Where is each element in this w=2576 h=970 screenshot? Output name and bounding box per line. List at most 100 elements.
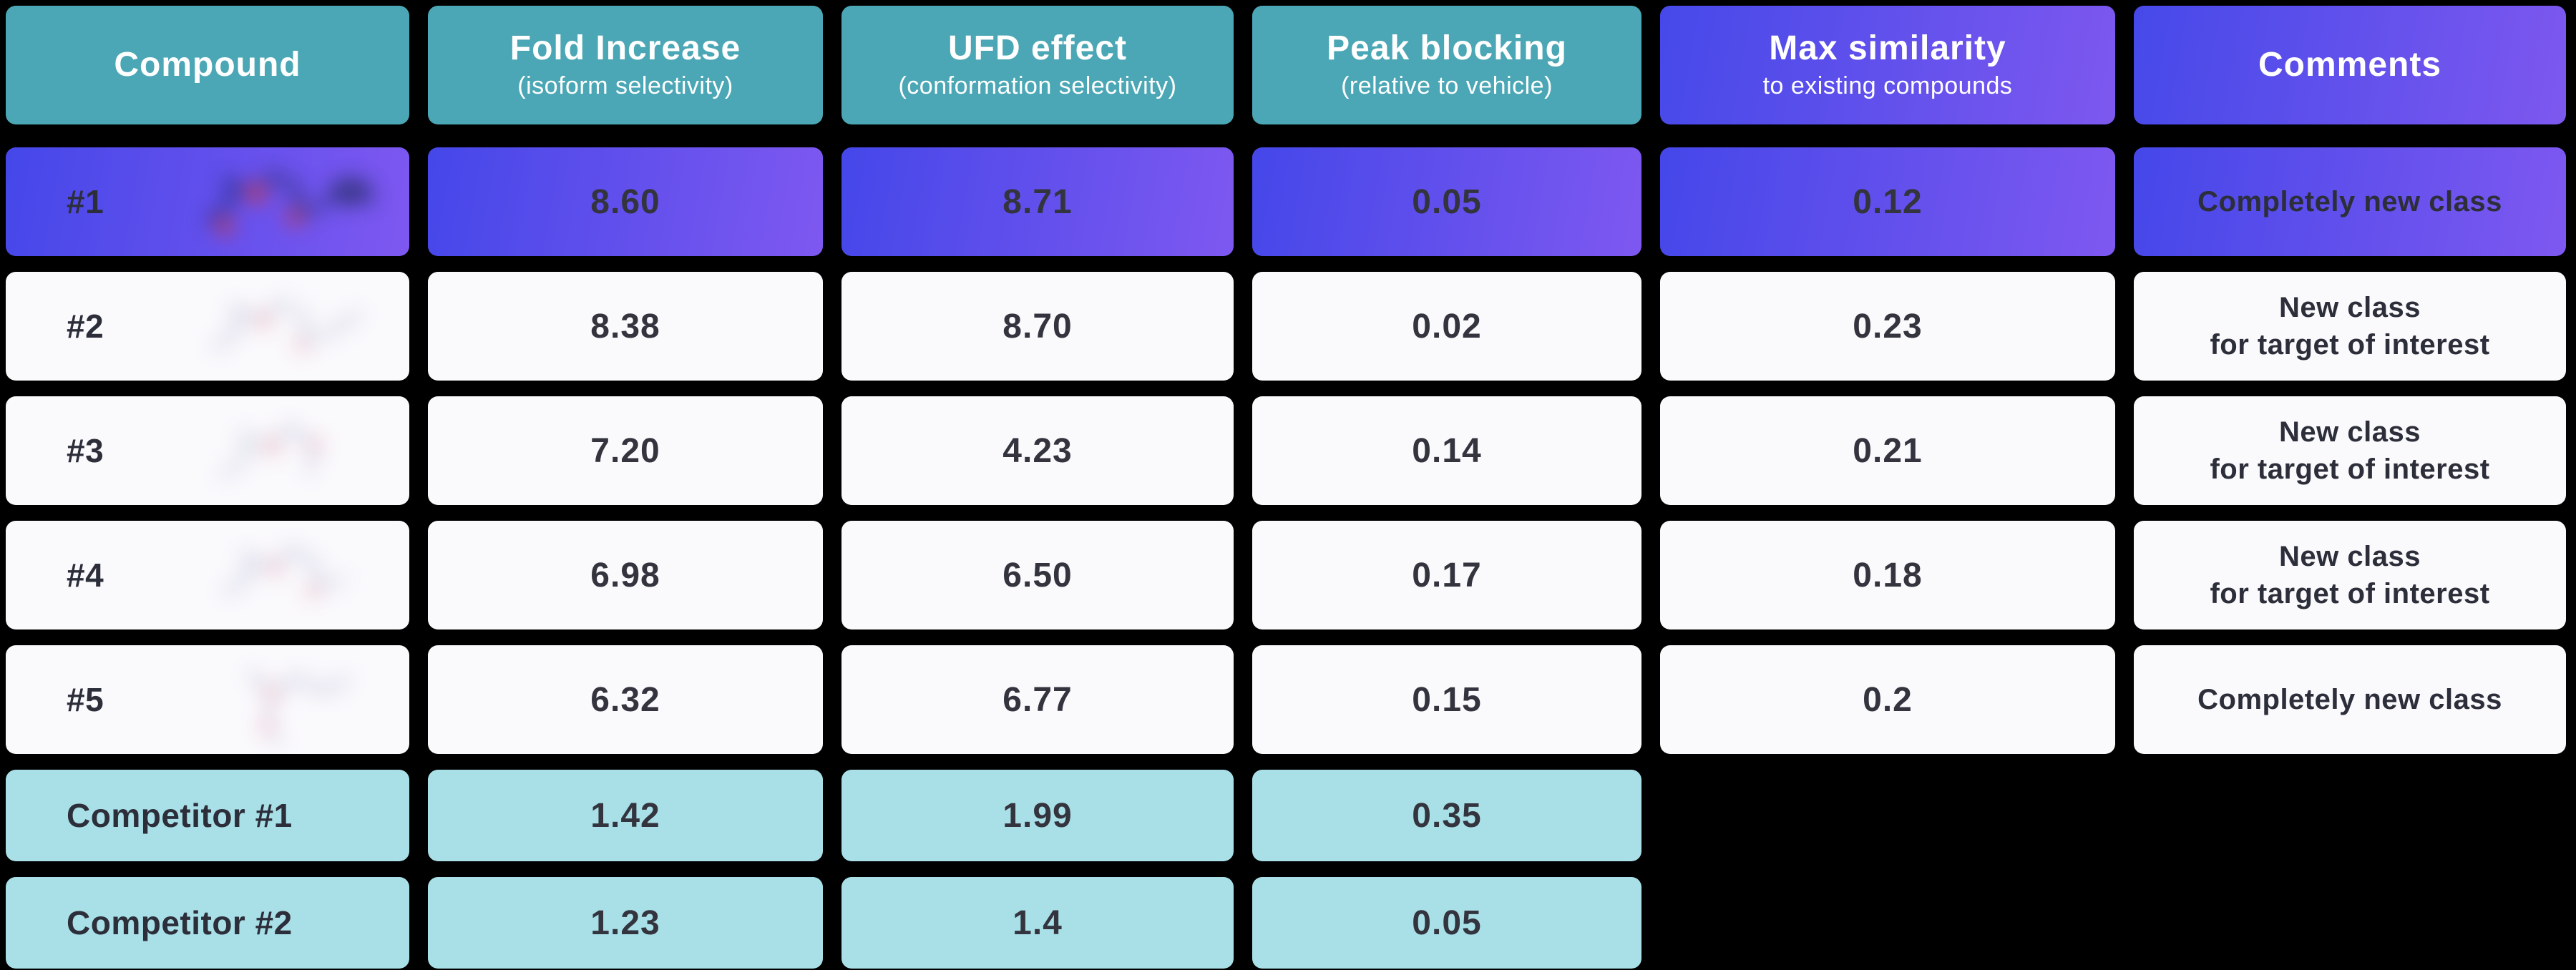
- comment: Completely new class: [2197, 186, 2502, 217]
- column-header-comments: Comments: [2134, 6, 2566, 124]
- cell-max-similarity-1: 0.12: [1660, 147, 2115, 256]
- table-row: #1 8.60 8.71 0.05 0.12 Completely new cl…: [6, 147, 2576, 256]
- column-header-compound: Compound: [6, 6, 409, 124]
- cell-fold-increase-3: 7.20: [428, 396, 823, 505]
- cell-comments-3: New class for target of interest: [2134, 396, 2566, 505]
- cell-fold-increase-4: 6.98: [428, 521, 823, 629]
- cell-comments-4: New class for target of interest: [2134, 521, 2566, 629]
- value: 0.2: [1863, 680, 1913, 719]
- column-subtitle: to existing compounds: [1762, 72, 2013, 99]
- value: 0.05: [1412, 903, 1482, 942]
- cell-max-similarity-4: 0.18: [1660, 521, 2115, 629]
- column-header-peak-blocking: Peak blocking (relative to vehicle): [1252, 6, 1641, 124]
- value: 0.02: [1412, 307, 1482, 346]
- column-subtitle: (relative to vehicle): [1341, 72, 1553, 99]
- value: 0.05: [1412, 182, 1482, 221]
- cell-ufd-effect-1: 8.71: [841, 147, 1234, 256]
- molecule-thumbnail-icon: [219, 424, 323, 479]
- value: 8.70: [1002, 307, 1073, 346]
- value: 8.38: [590, 307, 660, 346]
- cell-peak-blocking-4: 0.17: [1252, 521, 1641, 629]
- column-title: Max similarity: [1769, 29, 2006, 68]
- table-row: #3 7.20 4.23 0.14 0.21 New class for tar…: [6, 396, 2576, 505]
- column-subtitle: (isoform selectivity): [517, 72, 733, 99]
- cell-comments-1: Completely new class: [2134, 147, 2566, 256]
- table-row: #4 6.98 6.50 0.17 0.18 New class for tar…: [6, 521, 2576, 629]
- cell-peak-blocking-1: 0.05: [1252, 147, 1641, 256]
- comment: New class for target of interest: [2210, 416, 2490, 485]
- value: 7.20: [590, 431, 660, 470]
- value: 8.71: [1002, 182, 1073, 221]
- cell-fold-increase-5: 6.32: [428, 645, 823, 754]
- table-row-competitor: Competitor #2 1.23 1.4 0.05: [6, 877, 2576, 969]
- compound-label: #2: [67, 308, 104, 345]
- cell-peak-blocking-competitor-1: 0.35: [1252, 770, 1641, 861]
- column-header-fold-increase: Fold Increase (isoform selectivity): [428, 6, 823, 124]
- cell-peak-blocking-3: 0.14: [1252, 396, 1641, 505]
- column-title: Compound: [114, 45, 301, 84]
- cell-fold-increase-2: 8.38: [428, 272, 823, 381]
- value: 0.15: [1412, 680, 1482, 719]
- table-row: #2 8.38 8.70 0.02 0.23 New class for tar…: [6, 272, 2576, 381]
- compound-label: #4: [67, 557, 104, 594]
- table-row-competitor: Competitor #1 1.42 1.99 0.35: [6, 770, 2576, 861]
- cell-max-similarity-5: 0.2: [1660, 645, 2115, 754]
- value: 1.4: [1013, 903, 1063, 942]
- cell-compound-5: #5: [6, 645, 409, 754]
- comment: Completely new class: [2197, 684, 2502, 715]
- cell-ufd-effect-4: 6.50: [841, 521, 1234, 629]
- column-title: Comments: [2258, 45, 2442, 84]
- compound-label: #5: [67, 681, 104, 718]
- column-title: Fold Increase: [509, 29, 741, 68]
- value: 6.32: [590, 680, 660, 719]
- cell-max-similarity-2: 0.23: [1660, 272, 2115, 381]
- value: 0.18: [1853, 556, 1923, 594]
- cell-comments-2: New class for target of interest: [2134, 272, 2566, 381]
- value: 1.42: [590, 796, 660, 835]
- compound-label: Competitor #1: [67, 797, 293, 834]
- cell-comments-5: Completely new class: [2134, 645, 2566, 754]
- compound-label: Competitor #2: [67, 904, 293, 941]
- cell-compound-3: #3: [6, 396, 409, 505]
- cell-ufd-effect-3: 4.23: [841, 396, 1234, 505]
- table-row: #5 6.32 6.77 0.15 0.2 Completely new cla…: [6, 645, 2576, 754]
- cell-peak-blocking-5: 0.15: [1252, 645, 1641, 754]
- value: 4.23: [1002, 431, 1073, 470]
- value: 1.23: [590, 903, 660, 942]
- value: 0.12: [1853, 182, 1923, 221]
- value: 0.23: [1853, 307, 1923, 346]
- column-title: UFD effect: [947, 29, 1128, 68]
- value: 6.98: [590, 556, 660, 594]
- cell-ufd-effect-competitor-2: 1.4: [841, 877, 1234, 969]
- column-header-ufd-effect: UFD effect (conformation selectivity): [841, 6, 1234, 124]
- column-title: Peak blocking: [1327, 29, 1567, 68]
- cell-compound-competitor-1: Competitor #1: [6, 770, 409, 861]
- column-subtitle: (conformation selectivity): [898, 72, 1177, 99]
- molecule-thumbnail-icon: [248, 670, 350, 746]
- cell-compound-1: #1: [6, 147, 409, 256]
- cell-max-similarity-3: 0.21: [1660, 396, 2115, 505]
- cell-peak-blocking-2: 0.02: [1252, 272, 1641, 381]
- molecule-thumbnail-icon: [205, 170, 376, 235]
- cell-fold-increase-1: 8.60: [428, 147, 823, 256]
- cell-compound-competitor-2: Competitor #2: [6, 877, 409, 969]
- cell-fold-increase-competitor-1: 1.42: [428, 770, 823, 861]
- cell-peak-blocking-competitor-2: 0.05: [1252, 877, 1641, 969]
- column-header-max-similarity: Max similarity to existing compounds: [1660, 6, 2115, 124]
- value: 0.14: [1412, 431, 1482, 470]
- value: 1.99: [1002, 796, 1073, 835]
- comment: New class for target of interest: [2210, 292, 2490, 361]
- value: 6.50: [1002, 556, 1073, 594]
- compound-label: #1: [67, 183, 104, 220]
- cell-fold-increase-competitor-2: 1.23: [428, 877, 823, 969]
- value: 0.17: [1412, 556, 1482, 594]
- molecule-thumbnail-icon: [223, 544, 346, 599]
- cell-ufd-effect-competitor-1: 1.99: [841, 770, 1234, 861]
- molecule-thumbnail-icon: [212, 298, 361, 353]
- cell-ufd-effect-2: 8.70: [841, 272, 1234, 381]
- comment: New class for target of interest: [2210, 541, 2490, 609]
- value: 0.35: [1412, 796, 1482, 835]
- cell-compound-2: #2: [6, 272, 409, 381]
- table-header-row: Compound Fold Increase (isoform selectiv…: [6, 6, 2576, 124]
